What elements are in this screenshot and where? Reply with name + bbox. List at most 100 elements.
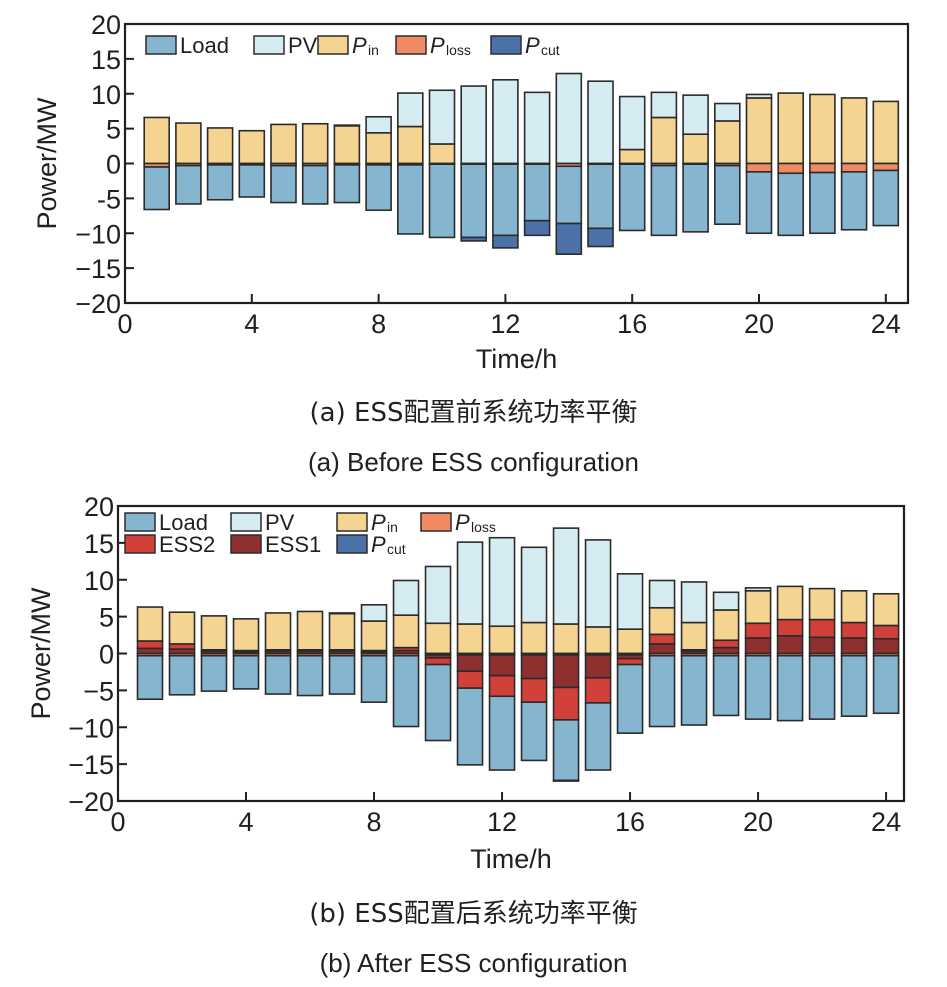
bar-pin-h4 <box>238 129 266 165</box>
legend-swatch <box>317 35 349 55</box>
bar-pv-h7 <box>333 124 361 127</box>
bar-pv-h16 <box>616 573 644 630</box>
legend-label: P <box>525 33 540 58</box>
x-tick-label: 16 <box>617 309 647 339</box>
bar-pv-h14 <box>555 72 583 165</box>
bar-pin-h8 <box>360 620 388 652</box>
bar-load-h24 <box>872 654 900 715</box>
bar-ess2-h13 <box>520 677 548 703</box>
bar-ess1-h22 <box>808 636 836 655</box>
legend-swatch <box>395 35 427 55</box>
bar-load-h14 <box>555 165 583 225</box>
bar-pin-h12 <box>488 625 516 655</box>
bar-ess2-h23 <box>840 621 868 639</box>
x-tick-label: 24 <box>871 807 901 837</box>
x-tick-label: 4 <box>244 309 259 339</box>
bar-load-h20 <box>745 171 773 235</box>
bar-pin-h1 <box>136 606 164 642</box>
x-tick-label: 20 <box>743 807 773 837</box>
bar-ess2-h20 <box>744 622 772 639</box>
y-axis-title: Power/MW <box>32 97 62 230</box>
bar-pin-h24 <box>872 100 900 165</box>
bar-pin-h3 <box>200 615 228 651</box>
bar-pv-h12 <box>492 79 519 165</box>
legend-label: ESS2 <box>159 532 215 557</box>
x-tick-label: 12 <box>490 309 520 339</box>
y-axis-title: Power/MW <box>26 587 56 720</box>
x-tick-label: 16 <box>615 807 645 837</box>
x-tick-label: 4 <box>238 807 253 837</box>
bar-load-h5 <box>264 654 292 695</box>
legend-swatch <box>124 512 156 532</box>
bar-ess1-h23 <box>840 637 868 655</box>
bar-load-h24 <box>872 169 900 227</box>
legend-label: P <box>371 532 386 557</box>
bar-ess1-h13 <box>520 654 548 680</box>
bar-load-h7 <box>328 654 356 695</box>
legend-label: PV <box>265 510 295 535</box>
bars-group <box>136 527 900 782</box>
bar-load-h2 <box>168 654 196 696</box>
bar-load-h23 <box>840 654 868 717</box>
legend-item-pv: PV <box>253 33 318 58</box>
y-tick-label: −10 <box>75 219 121 249</box>
bar-pv-h18 <box>682 94 709 136</box>
bar-ess2-h21 <box>776 618 804 637</box>
y-tick-label: 0 <box>106 150 121 180</box>
bar-ploss-h23 <box>840 162 868 173</box>
bar-ess1-h20 <box>744 637 772 655</box>
bar-ess1-h24 <box>872 637 900 655</box>
legend-swatch <box>124 534 156 554</box>
bar-load-h2 <box>175 164 202 205</box>
x-tick-label: 8 <box>367 807 382 837</box>
bar-pin-h10 <box>424 622 452 655</box>
bar-load-h11 <box>460 163 488 239</box>
bar-pin-h3 <box>206 127 234 165</box>
y-tick-label: 10 <box>91 80 121 110</box>
bar-load-h22 <box>809 171 836 235</box>
bar-load-h20 <box>744 654 772 720</box>
bar-pv-h19 <box>714 102 741 122</box>
bar-load-h7 <box>333 164 361 204</box>
x-tick-label: 8 <box>371 309 386 339</box>
bar-pin-h18 <box>682 133 709 165</box>
bar-pin-h17 <box>648 606 676 636</box>
bar-pin-h9 <box>397 125 424 165</box>
bar-pv-h11 <box>456 541 484 625</box>
bar-pv-h15 <box>584 539 612 628</box>
bar-ess2-h17 <box>648 633 676 645</box>
bar-pv-h13 <box>523 91 551 165</box>
bar-pv-h9 <box>392 579 420 616</box>
bar-ess2-h19 <box>712 639 740 649</box>
legend-label: Load <box>159 510 208 535</box>
bar-load-h19 <box>712 654 740 717</box>
legend-label-subscript: cut <box>387 541 406 557</box>
bar-load-h9 <box>397 164 424 235</box>
bar-pin-h23 <box>840 97 868 165</box>
bar-load-h3 <box>206 164 234 201</box>
bar-pv-h11 <box>460 85 488 165</box>
bar-ploss-h22 <box>809 162 836 174</box>
bar-pin-h11 <box>456 623 484 655</box>
x-tick-label: 0 <box>110 807 125 837</box>
legend-label-subscript: cut <box>541 42 560 58</box>
bar-pin-h24 <box>872 592 900 627</box>
bar-load-h10 <box>428 163 456 239</box>
legend-swatch <box>336 512 368 532</box>
bar-load-h17 <box>648 654 676 728</box>
bar-load-h15 <box>587 163 614 230</box>
bar-pin-h6 <box>301 122 329 165</box>
legend-label: P <box>352 33 367 58</box>
bar-load-h23 <box>840 171 868 231</box>
bar-load-h14 <box>552 719 580 782</box>
y-tick-label: 20 <box>91 10 121 40</box>
y-tick-label: 5 <box>99 603 114 633</box>
bar-load-h16 <box>616 663 644 734</box>
bar-load-h15 <box>584 702 612 771</box>
legend-label: P <box>371 510 386 535</box>
